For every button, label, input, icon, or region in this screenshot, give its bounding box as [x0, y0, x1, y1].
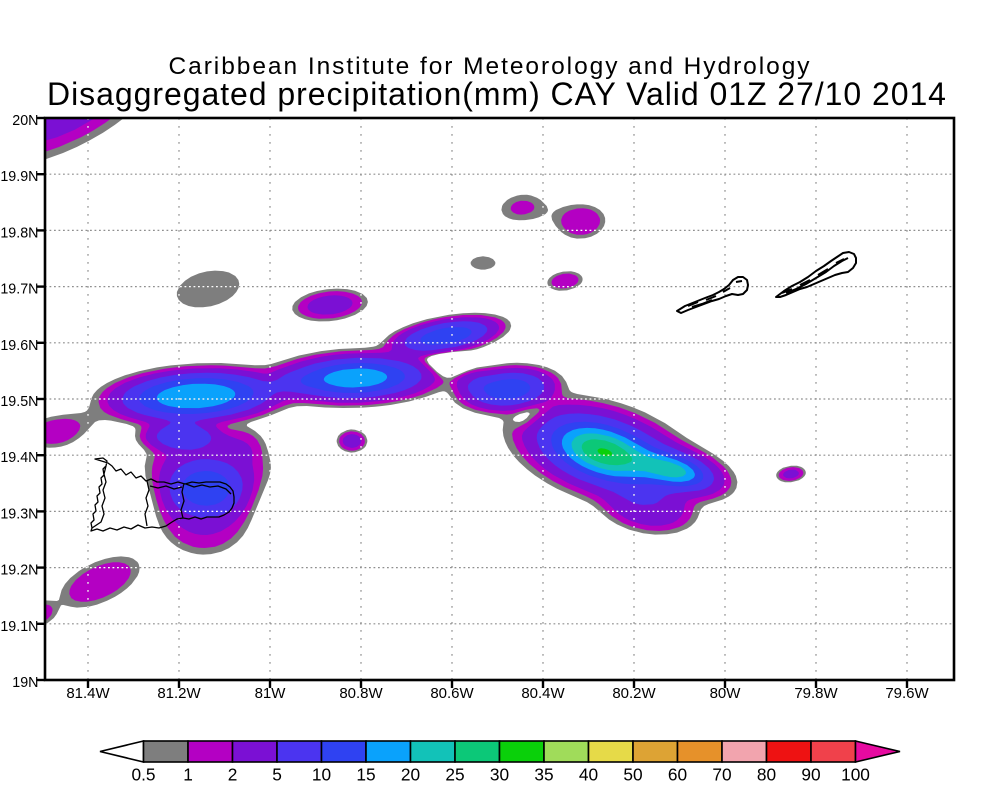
svg-text:80.6W: 80.6W: [430, 685, 474, 702]
svg-text:5: 5: [272, 765, 282, 785]
svg-text:79.8W: 79.8W: [794, 685, 838, 702]
svg-text:Caribbean Institute for Meteor: Caribbean Institute for Meteorology and …: [168, 53, 811, 80]
svg-text:80W: 80W: [710, 685, 742, 702]
svg-text:1: 1: [183, 765, 193, 785]
svg-text:40: 40: [579, 765, 598, 785]
svg-text:19.5N: 19.5N: [0, 394, 38, 410]
svg-text:19.8N: 19.8N: [0, 225, 38, 241]
svg-text:19.9N: 19.9N: [0, 169, 38, 185]
svg-text:20: 20: [401, 765, 420, 785]
svg-text:30: 30: [490, 765, 509, 785]
svg-text:19N: 19N: [12, 675, 38, 691]
svg-text:35: 35: [534, 765, 553, 785]
svg-text:19.1N: 19.1N: [0, 619, 38, 635]
svg-text:20N: 20N: [12, 113, 38, 129]
svg-text:19.3N: 19.3N: [0, 506, 38, 522]
svg-text:Disaggregated precipitation(mm: Disaggregated precipitation(mm) CAY Vali…: [47, 76, 947, 112]
svg-text:80: 80: [757, 765, 776, 785]
svg-text:15: 15: [356, 765, 375, 785]
svg-text:19.4N: 19.4N: [0, 450, 38, 466]
svg-text:19.2N: 19.2N: [0, 563, 38, 579]
svg-text:81.4W: 81.4W: [66, 685, 110, 702]
svg-text:100: 100: [841, 765, 870, 785]
svg-text:0.5: 0.5: [131, 765, 155, 785]
svg-text:10: 10: [312, 765, 331, 785]
svg-text:50: 50: [623, 765, 642, 785]
svg-text:81.2W: 81.2W: [157, 685, 201, 702]
svg-text:19.6N: 19.6N: [0, 338, 38, 354]
svg-text:80.4W: 80.4W: [521, 685, 565, 702]
svg-text:90: 90: [801, 765, 820, 785]
svg-text:70: 70: [712, 765, 731, 785]
svg-text:81W: 81W: [255, 685, 287, 702]
svg-text:2: 2: [228, 765, 238, 785]
svg-text:80.8W: 80.8W: [339, 685, 383, 702]
svg-text:79.6W: 79.6W: [885, 685, 929, 702]
svg-text:19.7N: 19.7N: [0, 282, 38, 298]
svg-text:80.2W: 80.2W: [612, 685, 656, 702]
svg-text:60: 60: [668, 765, 687, 785]
svg-text:25: 25: [445, 765, 464, 785]
